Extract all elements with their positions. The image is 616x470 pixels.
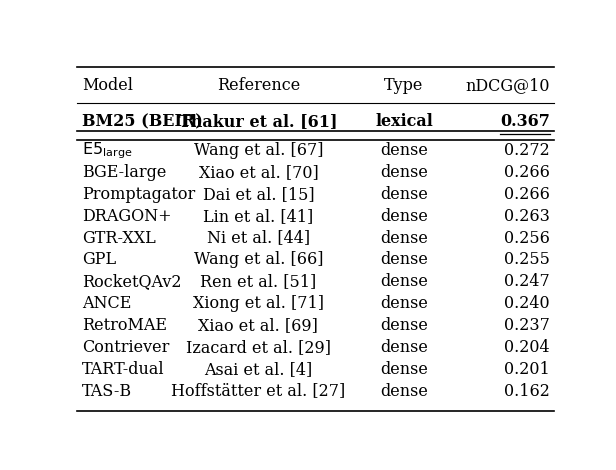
Text: DRAGON+: DRAGON+	[82, 208, 171, 225]
Text: dense: dense	[380, 164, 428, 181]
Text: Lin et al. [41]: Lin et al. [41]	[203, 208, 314, 225]
Text: Asai et al. [4]: Asai et al. [4]	[205, 360, 312, 378]
Text: 0.240: 0.240	[504, 295, 549, 312]
Text: RetroMAE: RetroMAE	[82, 317, 167, 334]
Text: GTR-XXL: GTR-XXL	[82, 229, 155, 247]
Text: 0.204: 0.204	[504, 339, 549, 356]
Text: Promptagator: Promptagator	[82, 186, 195, 203]
Text: BM25 (BEIR): BM25 (BEIR)	[82, 113, 203, 130]
Text: 0.247: 0.247	[504, 273, 549, 290]
Text: 0.263: 0.263	[504, 208, 549, 225]
Text: Contriever: Contriever	[82, 339, 169, 356]
Text: dense: dense	[380, 142, 428, 159]
Text: Xiao et al. [70]: Xiao et al. [70]	[198, 164, 318, 181]
Text: Dai et al. [15]: Dai et al. [15]	[203, 186, 314, 203]
Text: Xiao et al. [69]: Xiao et al. [69]	[198, 317, 318, 334]
Text: Ren et al. [51]: Ren et al. [51]	[200, 273, 317, 290]
Text: Ni et al. [44]: Ni et al. [44]	[207, 229, 310, 247]
Text: Model: Model	[82, 77, 133, 94]
Text: 0.266: 0.266	[504, 186, 549, 203]
Text: dense: dense	[380, 273, 428, 290]
Text: dense: dense	[380, 186, 428, 203]
Text: TAS-B: TAS-B	[82, 383, 132, 400]
Text: Type: Type	[384, 77, 424, 94]
Text: GPL: GPL	[82, 251, 116, 268]
Text: Wang et al. [67]: Wang et al. [67]	[193, 142, 323, 159]
Text: 0.237: 0.237	[504, 317, 549, 334]
Text: 0.255: 0.255	[504, 251, 549, 268]
Text: lexical: lexical	[375, 113, 433, 130]
Text: dense: dense	[380, 317, 428, 334]
Text: dense: dense	[380, 339, 428, 356]
Text: dense: dense	[380, 208, 428, 225]
Text: Izacard et al. [29]: Izacard et al. [29]	[186, 339, 331, 356]
Text: dense: dense	[380, 295, 428, 312]
Text: Xiong et al. [71]: Xiong et al. [71]	[193, 295, 324, 312]
Text: dense: dense	[380, 360, 428, 378]
Text: dense: dense	[380, 383, 428, 400]
Text: BGE-large: BGE-large	[82, 164, 166, 181]
Text: 0.266: 0.266	[504, 164, 549, 181]
Text: Reference: Reference	[217, 77, 300, 94]
Text: dense: dense	[380, 229, 428, 247]
Text: TART-dual: TART-dual	[82, 360, 164, 378]
Text: 0.201: 0.201	[504, 360, 549, 378]
Text: 0.256: 0.256	[504, 229, 549, 247]
Text: nDCG@10: nDCG@10	[465, 77, 549, 94]
Text: 0.367: 0.367	[500, 113, 549, 130]
Text: Wang et al. [66]: Wang et al. [66]	[193, 251, 323, 268]
Text: $\mathrm{E5}_{\mathrm{large}}$: $\mathrm{E5}_{\mathrm{large}}$	[82, 140, 132, 161]
Text: Hoffstätter et al. [27]: Hoffstätter et al. [27]	[171, 383, 346, 400]
Text: 0.162: 0.162	[504, 383, 549, 400]
Text: RocketQAv2: RocketQAv2	[82, 273, 181, 290]
Text: ANCE: ANCE	[82, 295, 131, 312]
Text: Thakur et al. [61]: Thakur et al. [61]	[179, 113, 338, 130]
Text: dense: dense	[380, 251, 428, 268]
Text: 0.272: 0.272	[504, 142, 549, 159]
